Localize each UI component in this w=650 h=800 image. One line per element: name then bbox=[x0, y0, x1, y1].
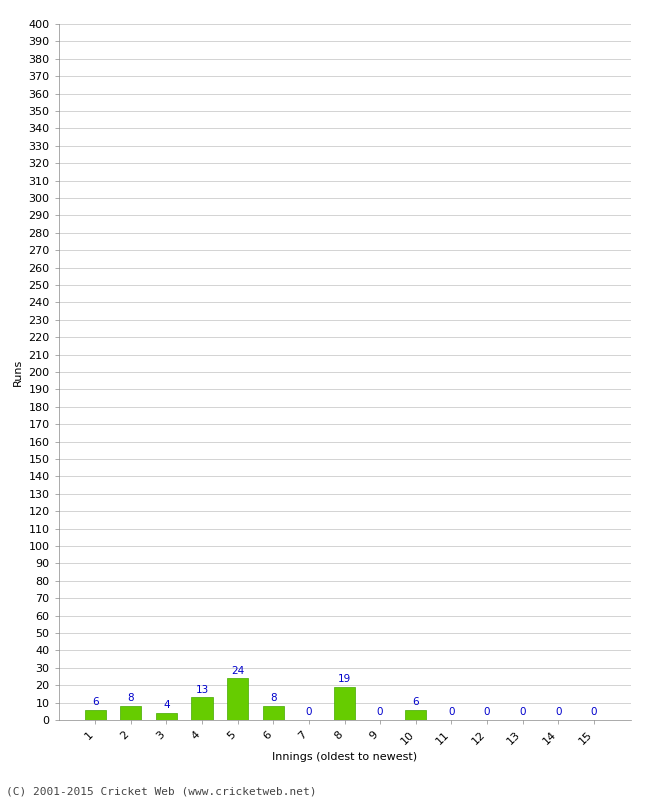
Text: 8: 8 bbox=[270, 694, 277, 703]
Text: 0: 0 bbox=[519, 707, 526, 718]
Bar bbox=[191, 698, 213, 720]
Bar bbox=[334, 687, 355, 720]
Text: (C) 2001-2015 Cricket Web (www.cricketweb.net): (C) 2001-2015 Cricket Web (www.cricketwe… bbox=[6, 786, 317, 796]
Bar bbox=[227, 678, 248, 720]
Text: 0: 0 bbox=[555, 707, 562, 718]
Bar bbox=[84, 710, 106, 720]
Text: 6: 6 bbox=[92, 697, 99, 707]
Text: 4: 4 bbox=[163, 701, 170, 710]
Text: 0: 0 bbox=[591, 707, 597, 718]
Bar bbox=[120, 706, 142, 720]
X-axis label: Innings (oldest to newest): Innings (oldest to newest) bbox=[272, 752, 417, 762]
Text: 0: 0 bbox=[377, 707, 384, 718]
Text: 6: 6 bbox=[412, 697, 419, 707]
Bar bbox=[263, 706, 284, 720]
Text: 13: 13 bbox=[196, 685, 209, 694]
Text: 19: 19 bbox=[338, 674, 351, 684]
Text: 0: 0 bbox=[306, 707, 312, 718]
Text: 24: 24 bbox=[231, 666, 244, 676]
Text: 8: 8 bbox=[127, 694, 134, 703]
Bar bbox=[405, 710, 426, 720]
Y-axis label: Runs: Runs bbox=[12, 358, 23, 386]
Text: 0: 0 bbox=[484, 707, 490, 718]
Bar bbox=[156, 713, 177, 720]
Text: 0: 0 bbox=[448, 707, 454, 718]
